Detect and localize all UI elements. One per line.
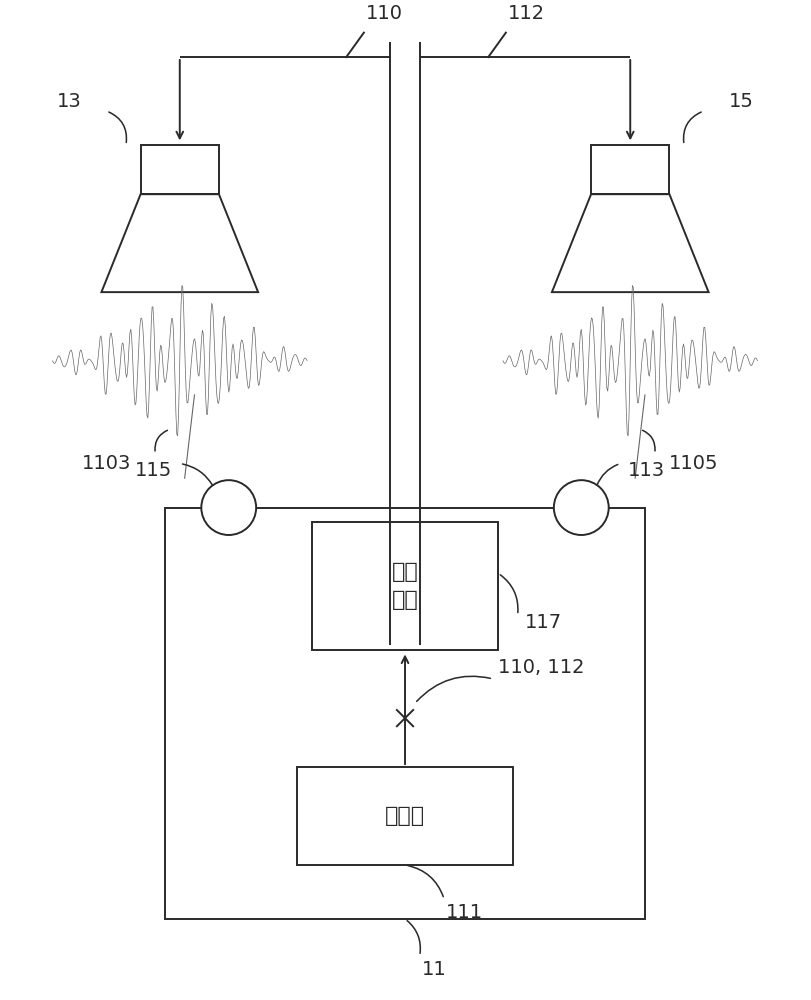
- Bar: [591, 145, 669, 194]
- Bar: [140, 145, 219, 194]
- Circle shape: [554, 480, 609, 535]
- Text: 112: 112: [508, 4, 545, 23]
- Text: 110, 112: 110, 112: [498, 658, 585, 677]
- Text: 113: 113: [629, 461, 666, 480]
- Text: 输出
模块: 输出 模块: [392, 562, 418, 610]
- Text: 13: 13: [57, 92, 81, 111]
- Text: 117: 117: [525, 613, 561, 632]
- Text: 110: 110: [366, 4, 403, 23]
- Text: 115: 115: [135, 461, 172, 480]
- Bar: [298, 767, 513, 865]
- Bar: [165, 508, 645, 919]
- Text: 11: 11: [422, 960, 446, 979]
- Text: 15: 15: [728, 92, 753, 111]
- Text: 1105: 1105: [669, 454, 719, 473]
- Text: 1103: 1103: [82, 454, 131, 473]
- Bar: [312, 522, 498, 650]
- Circle shape: [201, 480, 256, 535]
- Text: 111: 111: [446, 903, 483, 922]
- Text: 处理器: 处理器: [385, 806, 425, 826]
